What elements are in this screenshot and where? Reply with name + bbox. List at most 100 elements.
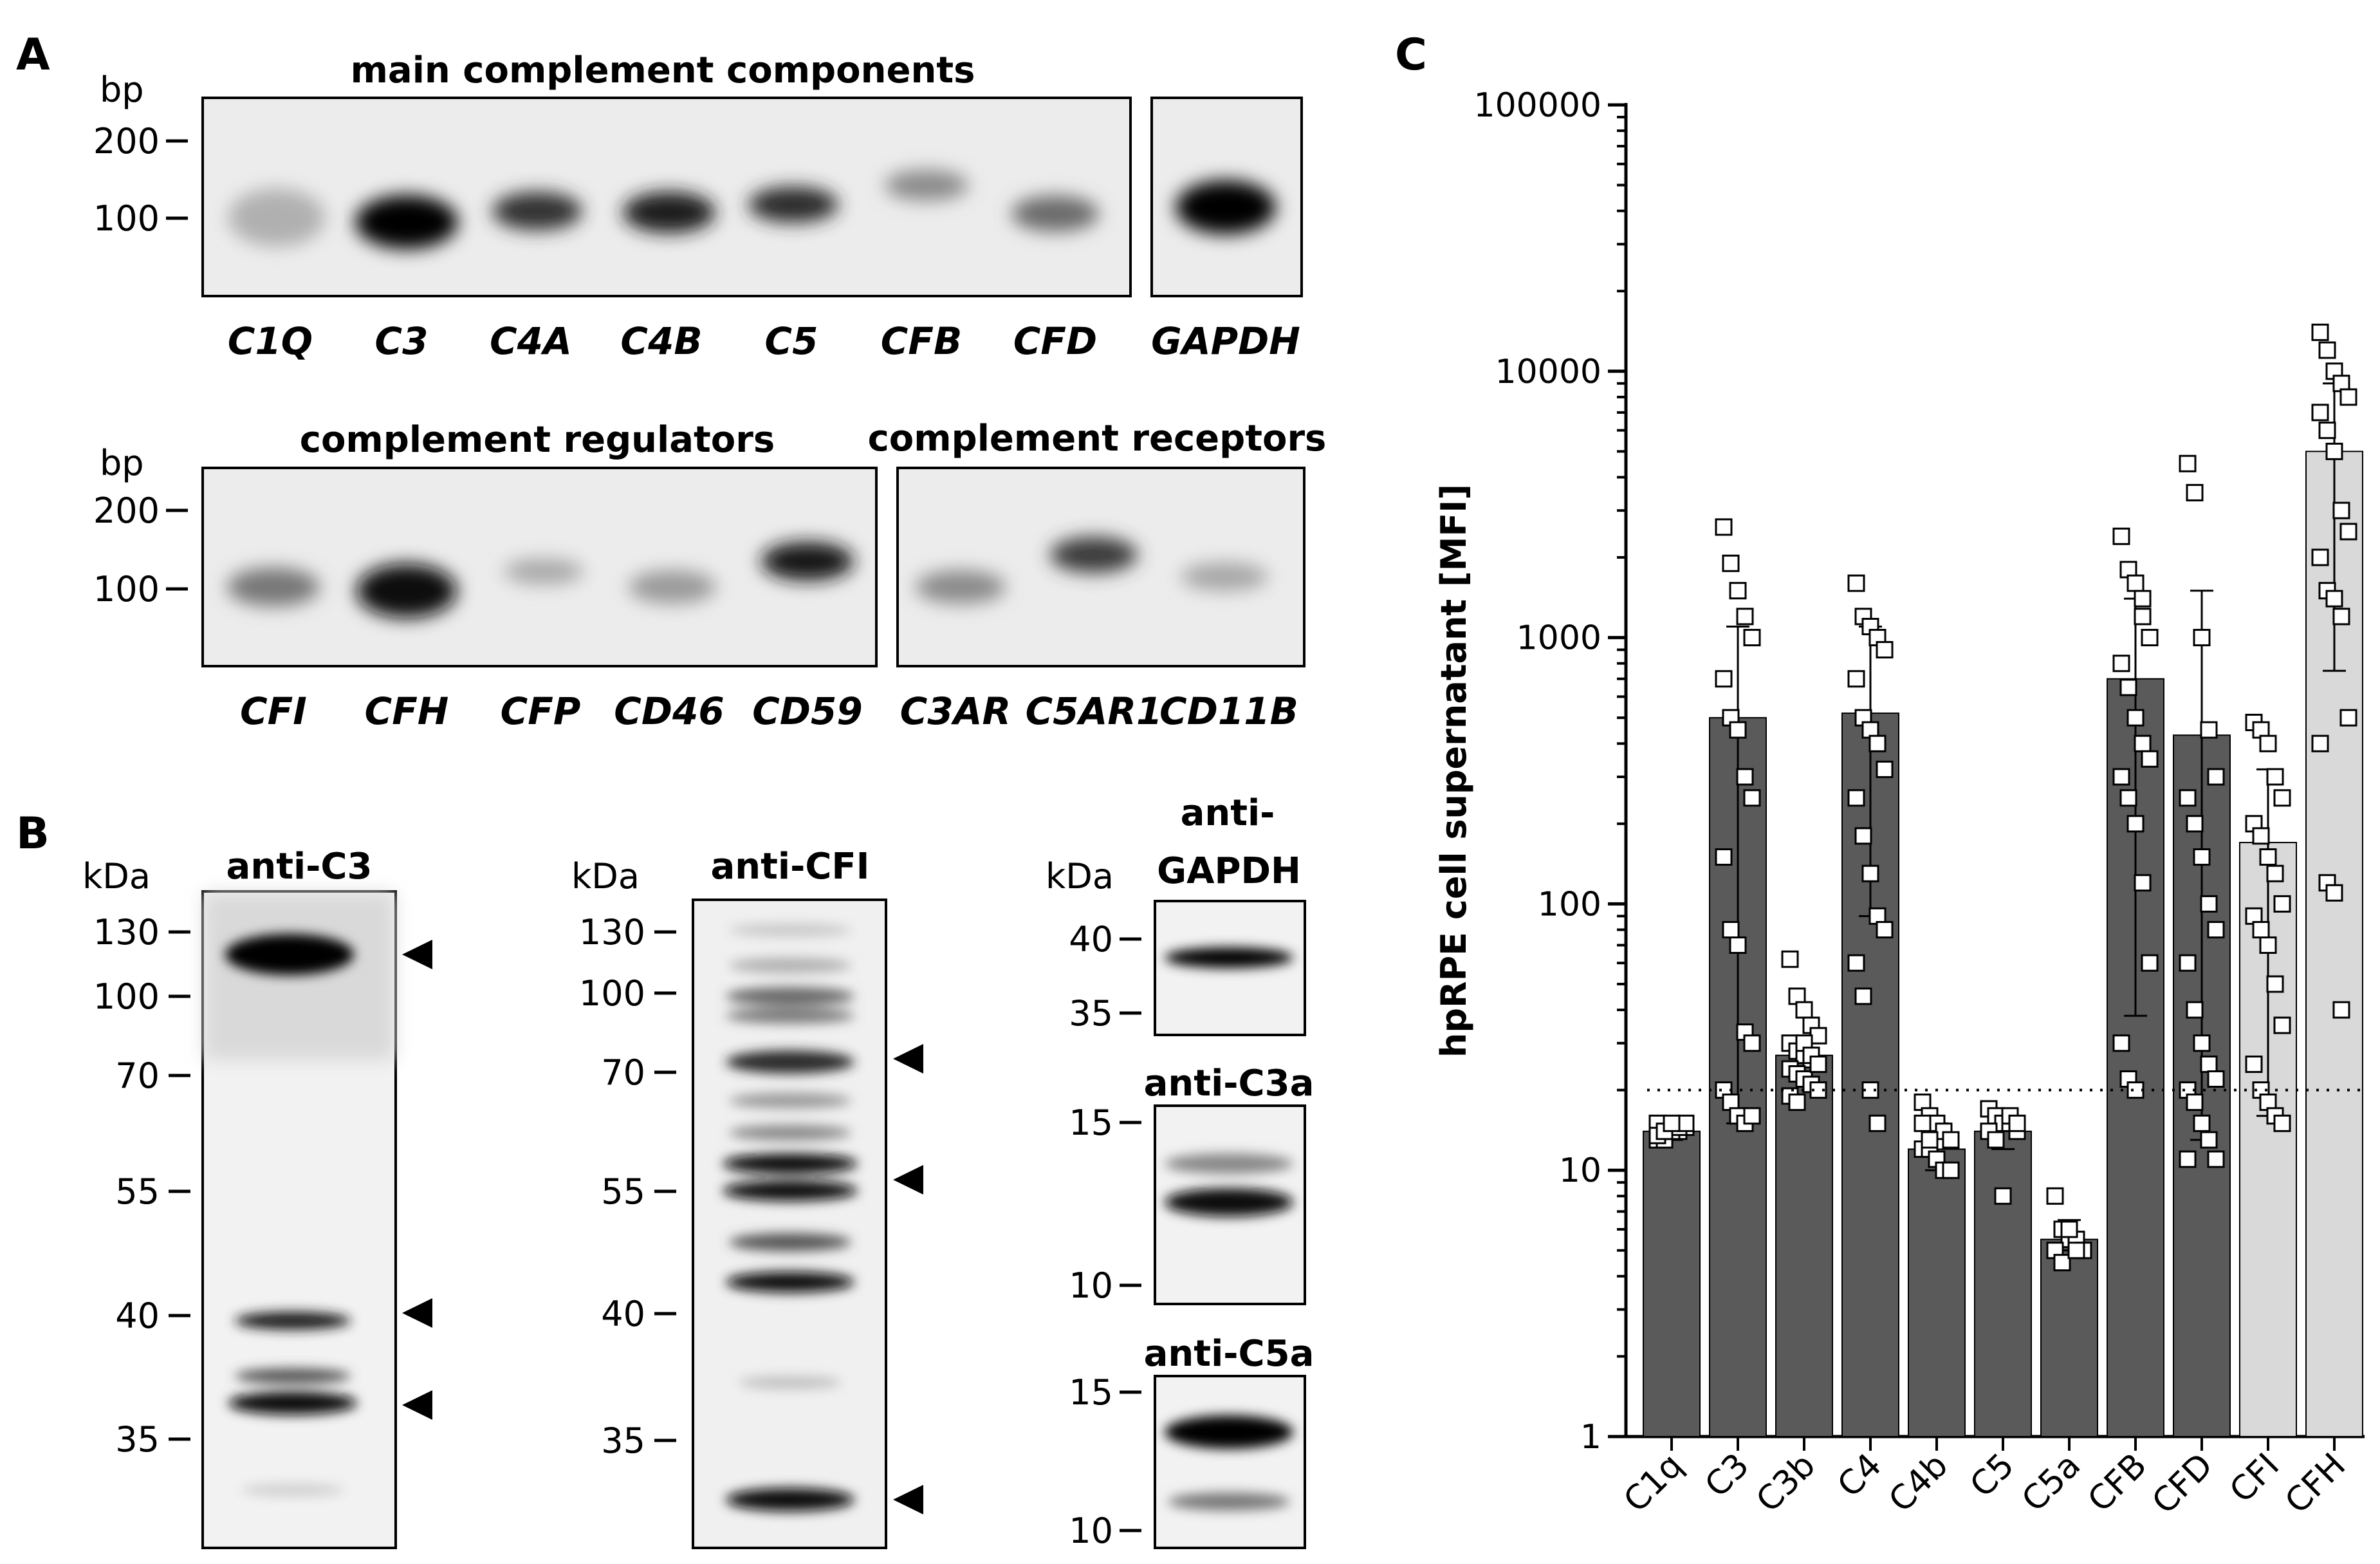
data-point [2207, 1070, 2225, 1088]
svg-text:CFH: CFH [365, 689, 449, 733]
data-point [2186, 1094, 2204, 1112]
data-point [2325, 442, 2343, 460]
data-point [2193, 1114, 2211, 1132]
svg-text:40: 40 [601, 1294, 645, 1334]
data-point [2339, 709, 2357, 727]
x-tick-label: C3b [1749, 1446, 1823, 1520]
data-point [2200, 1056, 2218, 1074]
data-point [2179, 454, 2197, 472]
data-point [2112, 655, 2130, 673]
data-point [2245, 1056, 2263, 1074]
data-point [2193, 629, 2211, 647]
data-point [1854, 987, 1872, 1005]
x-tick-label: C4b [1881, 1446, 1955, 1520]
bar-c3b [1775, 1054, 1833, 1437]
data-point [2119, 678, 2137, 696]
data-point [1809, 1027, 1827, 1045]
data-point [1722, 921, 1740, 939]
regulators-title: complement regulators [300, 419, 775, 461]
svg-text:70: 70 [601, 1052, 645, 1093]
bp-label-2: bp [100, 443, 144, 483]
data-point [2141, 750, 2159, 768]
data-point [1781, 950, 1799, 968]
anti-c3a-title: anti-C3a [1144, 1063, 1315, 1104]
svg-text:CFB: CFB [881, 319, 962, 363]
data-point [1715, 670, 1733, 688]
data-point [2060, 1220, 2078, 1238]
data-point [2207, 921, 2225, 939]
y-tick-label: 1 [1580, 1418, 1601, 1457]
data-point [1847, 954, 1865, 972]
bar-chart: hpRPE cell supernatant [MFI] 1 10 100 1000 1… [1434, 86, 2365, 1522]
data-point [2266, 864, 2284, 882]
kda-ladder-cfi: 130 100 70 55 40 35 [579, 912, 676, 1461]
data-point [2134, 608, 2152, 626]
data-point [2339, 523, 2357, 541]
data-point [2141, 629, 2159, 647]
data-point [2273, 1114, 2291, 1132]
svg-text:40: 40 [1069, 919, 1113, 960]
kda-label-gapdh: kDa [1046, 856, 1114, 897]
data-point [2273, 895, 2291, 913]
data-point [2112, 527, 2130, 545]
data-point [1861, 721, 1879, 739]
svg-text:C1Q: C1Q [228, 319, 313, 363]
svg-text:100: 100 [93, 569, 160, 610]
band-arrows-cfi [893, 1044, 923, 1514]
data-point [2311, 404, 2329, 422]
data-point [2126, 709, 2145, 727]
y-tick-label: 10 [1559, 1151, 1601, 1190]
svg-text:C4A: C4A [490, 319, 572, 363]
svg-text:C5: C5 [765, 319, 818, 363]
data-point [1743, 1034, 1761, 1052]
data-point [1847, 670, 1865, 688]
data-point [2311, 548, 2329, 566]
data-point [2126, 815, 2145, 833]
kda-ladder-c3a: 15 10 [1069, 1103, 1141, 1306]
blot-c3-bands [225, 934, 357, 1496]
y-tick-label: 100 [1538, 885, 1601, 924]
y-tick-label: 100000 [1473, 86, 1601, 125]
data-point [2207, 1150, 2225, 1168]
data-point [1876, 641, 1894, 659]
y-tick-label: 1000 [1517, 619, 1601, 658]
data-point [1715, 848, 1733, 866]
svg-text:100: 100 [93, 198, 160, 239]
x-tick-label: C1q [1616, 1446, 1690, 1520]
data-point [2252, 921, 2270, 939]
data-point [2126, 1081, 2145, 1099]
data-point [2311, 734, 2329, 752]
data-point [2134, 590, 2152, 608]
data-point [1736, 768, 1754, 786]
bp-ladder-top: 200 100 [93, 121, 188, 239]
anti-c5a-title: anti-C5a [1144, 1333, 1315, 1375]
data-point [2134, 874, 2152, 892]
data-point [1854, 827, 1872, 845]
svg-text:35: 35 [601, 1420, 645, 1461]
data-point [2141, 954, 2159, 972]
gel-regulator-bands [227, 542, 854, 618]
data-point [1914, 1114, 1932, 1132]
blot-anti-cfi [692, 898, 887, 1549]
data-point [1795, 1001, 1813, 1019]
data-point [2273, 789, 2291, 807]
svg-text:C5AR1: C5AR1 [1026, 689, 1163, 733]
data-point [2200, 721, 2218, 739]
svg-text:C4B: C4B [620, 319, 702, 363]
data-point [1847, 789, 1865, 807]
data-point [2193, 848, 2211, 866]
gel-receptor-bands [916, 537, 1268, 604]
data-point [2332, 608, 2350, 626]
data-point [1987, 1131, 2005, 1149]
anti-cfi-title: anti-CFI [710, 846, 869, 888]
bar-c5 [1974, 1130, 2032, 1437]
data-point [2179, 1150, 2197, 1168]
anti-c3-title: anti-C3 [226, 846, 373, 888]
svg-text:55: 55 [601, 1171, 645, 1212]
data-point [1861, 864, 1879, 882]
panel-label-b: B [16, 808, 50, 859]
data-point [2119, 789, 2137, 807]
data-point [2200, 1131, 2218, 1149]
data-point [2179, 954, 2197, 972]
